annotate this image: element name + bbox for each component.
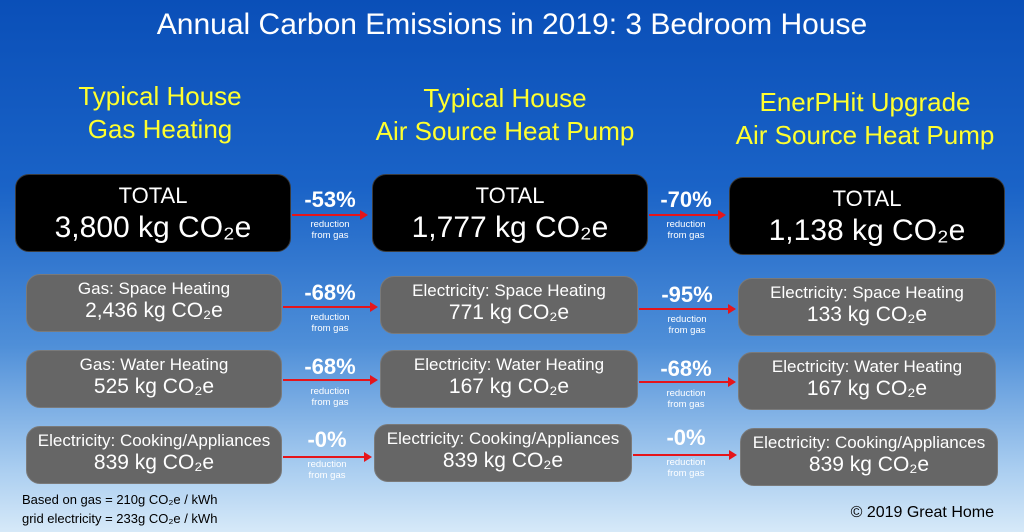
reduction-percent: -70% [660,187,712,212]
arrow-right-icon [292,210,368,220]
reduction-caption: from gas [667,230,705,241]
reduction-percent: -68% [660,356,712,381]
reduction-cooking-hp-to-enerphit: -0% reduction from gas [651,425,721,480]
item-label: Gas: Space Heating [77,279,231,298]
item-box-hp-water-heating: Electricity: Water Heating 167 kg CO₂e [380,350,638,408]
reduction-caption: reduction [310,219,350,230]
total-box-enerphit: TOTAL 1,138 kg CO₂e [729,177,1005,255]
item-value: 525 kg CO₂e [93,375,215,398]
reduction-caption: reduction [667,314,707,325]
column-heading-gas: Typical House Gas Heating [0,80,320,146]
reduction-percent: -68% [304,354,356,379]
page-title: Annual Carbon Emissions in 2019: 3 Bedro… [156,8,868,41]
reduction-total-gas-to-hp: -53% reduction from gas [295,187,365,242]
item-label: Electricity: Cooking/Appliances [752,433,986,452]
arrow-right-icon [283,302,378,312]
item-box-enerphit-cooking: Electricity: Cooking/Appliances 839 kg C… [740,428,998,486]
reduction-space-gas-to-hp: -68% reduction from gas [295,280,365,335]
item-value: 839 kg CO₂e [442,449,564,472]
item-value: 167 kg CO₂e [448,375,570,398]
reduction-caption: reduction [310,312,350,323]
copyright: © 2019 Great Home [850,504,994,521]
total-box-gas: TOTAL 3,800 kg CO₂e [15,174,291,252]
arrow-right-icon [283,375,378,385]
column-heading-heat-pump: Typical House Air Source Heat Pump [345,82,665,148]
item-box-hp-space-heating: Electricity: Space Heating 771 kg CO₂e [380,276,638,334]
column-heading-line2: Air Source Heat Pump [375,116,635,146]
arrow-right-icon [633,450,737,460]
reduction-caption: from gas [311,230,349,241]
reduction-caption: from gas [668,325,706,336]
reduction-caption: from gas [311,323,349,334]
reduction-caption: reduction [307,459,347,470]
reduction-total-hp-to-enerphit: -70% reduction from gas [651,187,721,242]
reduction-percent: -0% [307,427,347,452]
arrow-right-icon [649,210,726,220]
emission-factor-note-electricity: grid electricity = 233g CO₂e / kWh [22,511,218,526]
item-label: Electricity: Space Heating [770,283,964,302]
item-box-gas-space-heating: Gas: Space Heating 2,436 kg CO₂e [26,274,282,332]
column-heading-line2: Gas Heating [87,114,233,144]
item-box-enerphit-space-heating: Electricity: Space Heating 133 kg CO₂e [738,278,996,336]
total-label: TOTAL [475,183,545,208]
total-label: TOTAL [118,183,188,208]
arrow-right-icon [639,377,736,387]
reduction-percent: -68% [304,280,356,305]
item-value: 839 kg CO₂e [93,451,215,474]
item-box-gas-water-heating: Gas: Water Heating 525 kg CO₂e [26,350,282,408]
column-heading-line2: Air Source Heat Pump [735,120,995,150]
total-label: TOTAL [832,186,902,211]
reduction-cooking-gas-to-hp: -0% reduction from gas [292,427,362,482]
item-label: Electricity: Water Heating [771,357,963,376]
item-label: Gas: Water Heating [79,355,229,374]
reduction-caption: from gas [311,397,349,408]
reduction-caption: from gas [667,468,705,479]
arrow-right-icon [639,304,736,314]
item-label: Electricity: Space Heating [412,281,606,300]
item-value: 839 kg CO₂e [808,453,930,476]
item-value: 167 kg CO₂e [806,377,928,400]
reduction-caption: from gas [667,399,705,410]
reduction-caption: reduction [666,457,706,468]
column-heading-line1: Typical House [78,81,242,111]
reduction-caption: reduction [310,386,350,397]
reduction-caption: reduction [666,388,706,399]
item-value: 133 kg CO₂e [806,303,928,326]
item-box-hp-cooking: Electricity: Cooking/Appliances 839 kg C… [374,424,632,482]
column-heading-line1: Typical House [423,83,587,113]
reduction-percent: -95% [661,282,713,307]
reduction-percent: -53% [304,187,356,212]
item-box-enerphit-water-heating: Electricity: Water Heating 167 kg CO₂e [738,352,996,410]
column-heading-enerphit: EnerPHit Upgrade Air Source Heat Pump [705,86,1024,152]
column-heading-line1: EnerPHit Upgrade [759,87,971,117]
arrow-right-icon [283,452,372,462]
item-value: 771 kg CO₂e [448,301,570,324]
total-value: 1,138 kg CO₂e [768,214,966,247]
item-label: Electricity: Cooking/Appliances [386,429,620,448]
total-value: 1,777 kg CO₂e [411,211,609,244]
emission-factor-note-gas: Based on gas = 210g CO₂e / kWh [22,492,218,507]
item-label: Electricity: Water Heating [413,355,605,374]
total-value: 3,800 kg CO₂e [54,211,252,244]
item-value: 2,436 kg CO₂e [85,299,223,322]
reduction-water-gas-to-hp: -68% reduction from gas [295,354,365,409]
reduction-caption: from gas [308,470,346,481]
item-box-gas-cooking: Electricity: Cooking/Appliances 839 kg C… [26,426,282,484]
reduction-water-hp-to-enerphit: -68% reduction from gas [651,356,721,411]
item-label: Electricity: Cooking/Appliances [37,431,271,450]
reduction-percent: -0% [666,425,706,450]
total-box-heat-pump: TOTAL 1,777 kg CO₂e [372,174,648,252]
reduction-caption: reduction [666,219,706,230]
reduction-space-hp-to-enerphit: -95% reduction from gas [652,282,722,337]
